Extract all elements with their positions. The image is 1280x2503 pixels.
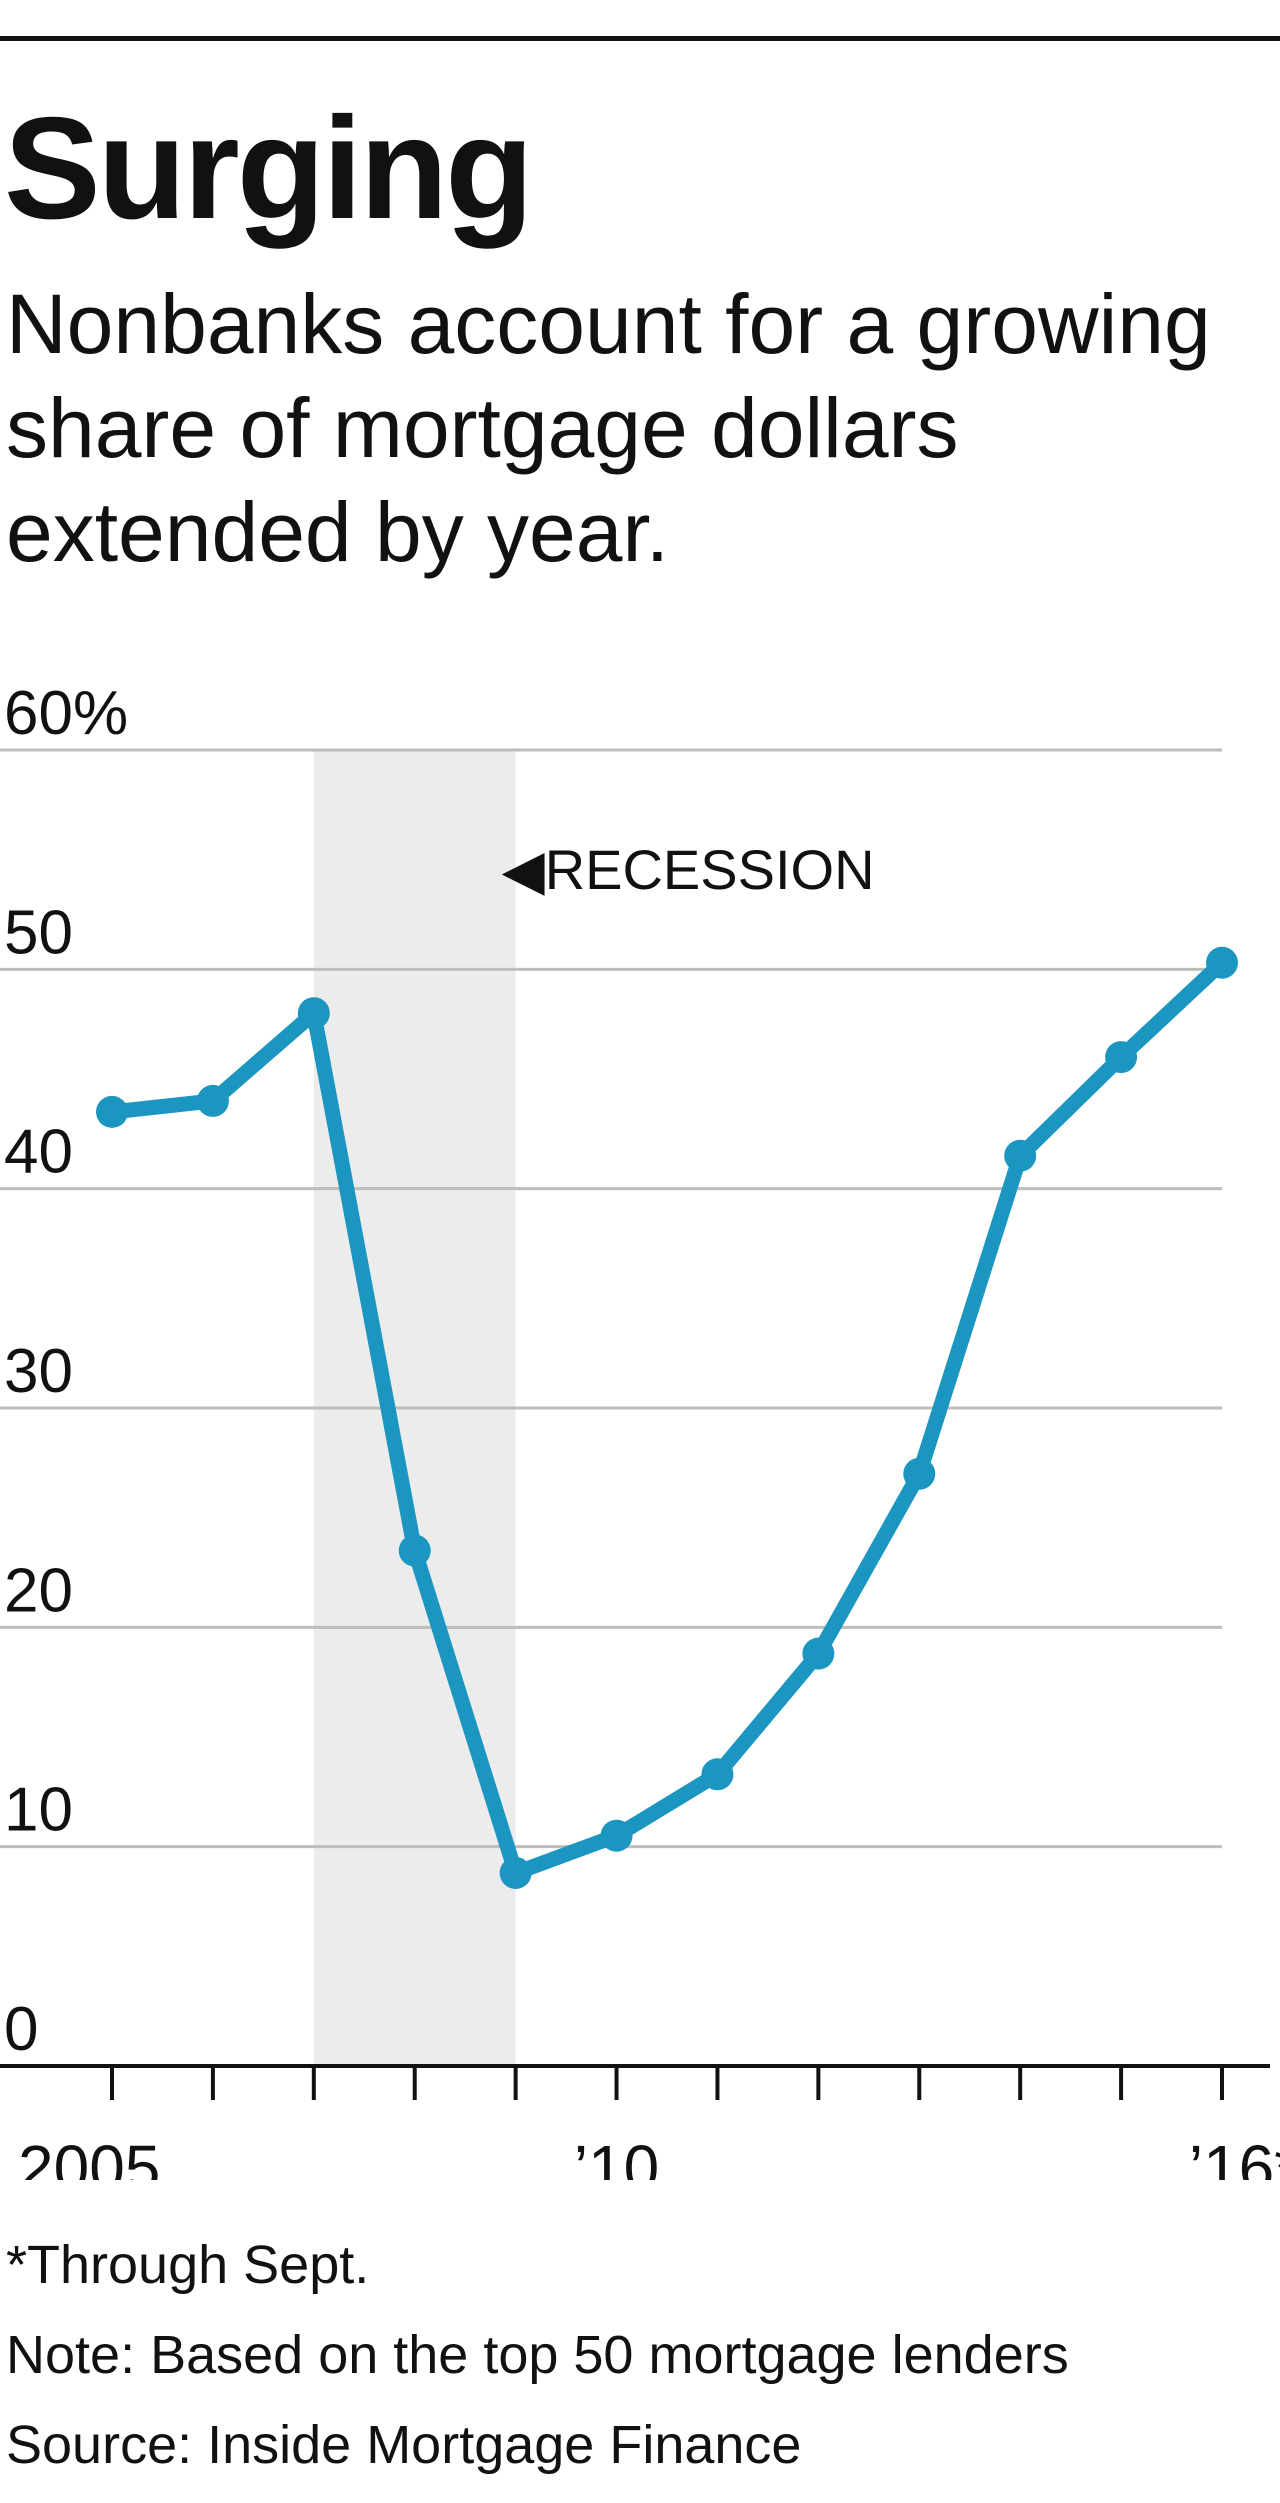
data-point <box>196 1084 229 1117</box>
chart-subtitle: Nonbanks account for a growing share of … <box>6 277 1211 579</box>
x-tick-label: 2005 <box>18 2132 160 2180</box>
y-tick-label: 10 <box>4 1776 73 1845</box>
data-point <box>398 1534 431 1567</box>
line-chart: 0 10 20 30 40 50 60% ◀RECESSION 2005 ’10 ’16* <box>0 679 1280 2180</box>
y-tick-label: 50 <box>4 898 73 967</box>
x-tick-label: ’16* <box>1189 2132 1280 2180</box>
y-tick-label: 0 <box>4 1995 38 2064</box>
footnote-note: Note: Based on the top 50 mortgage lende… <box>6 2325 1069 2385</box>
data-point <box>701 1758 734 1791</box>
data-point <box>600 1819 633 1852</box>
data-point <box>1105 1041 1138 1074</box>
footnote-source: Source: Inside Mortgage Finance <box>6 2415 802 2475</box>
y-tick-label: 40 <box>4 1118 73 1187</box>
data-point <box>1004 1139 1037 1172</box>
data-point <box>802 1637 835 1670</box>
chart-title: Surging <box>4 87 534 249</box>
top-rule <box>0 36 1280 41</box>
data-point <box>96 1095 128 1128</box>
recession-label: ◀RECESSION <box>502 838 875 901</box>
series-line <box>104 955 1230 1881</box>
data-point <box>1206 946 1238 979</box>
data-point <box>499 1856 532 1889</box>
footnote-through-sept: *Through Sept. <box>6 2235 370 2295</box>
y-tick-label: 60% <box>4 679 128 748</box>
data-point <box>297 997 330 1030</box>
data-point <box>903 1457 936 1490</box>
footnotes: *Through Sept. Note: Based on the top 50… <box>6 2220 1276 2490</box>
x-tick-label: ’10 <box>574 2132 659 2180</box>
y-tick-label: 30 <box>4 1337 73 1406</box>
y-tick-label: 20 <box>4 1556 73 1625</box>
